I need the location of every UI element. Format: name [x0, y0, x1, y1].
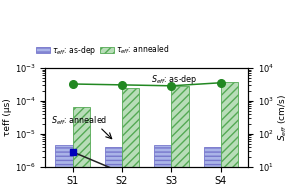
Bar	[105, 147, 122, 189]
Bar	[221, 82, 238, 189]
Bar	[122, 88, 139, 189]
Bar	[171, 86, 189, 189]
Legend: $\tau_{eff}$: as-dep, $\tau_{eff}$: annealed: $\tau_{eff}$: as-dep, $\tau_{eff}$: anne…	[33, 41, 173, 60]
Bar	[154, 145, 171, 189]
Text: $S_{eff}$: as-dep: $S_{eff}$: as-dep	[151, 74, 197, 86]
Bar	[55, 145, 72, 189]
Bar	[72, 107, 90, 189]
Text: $S_{eff}$: annealed: $S_{eff}$: annealed	[51, 114, 108, 127]
Bar	[204, 147, 221, 189]
Y-axis label: $S_{eff}$ (cm/s): $S_{eff}$ (cm/s)	[277, 94, 289, 141]
Y-axis label: τeff (µs): τeff (µs)	[3, 98, 12, 136]
